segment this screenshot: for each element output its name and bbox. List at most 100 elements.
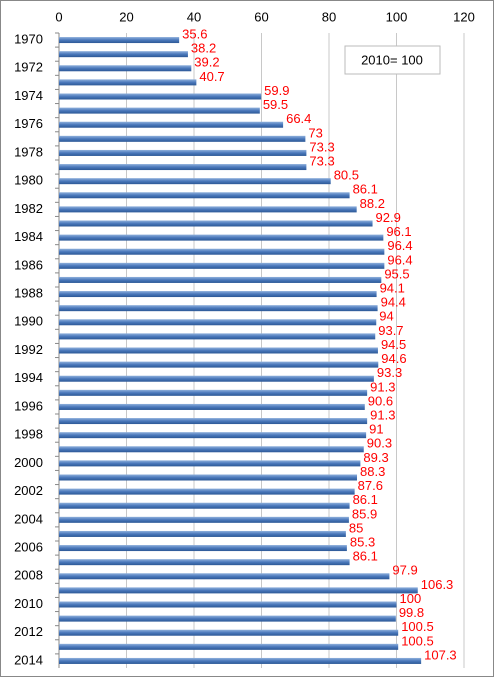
data-label: 35.6	[182, 26, 207, 41]
y-tick-label: 2000	[14, 455, 43, 470]
y-tick-label: 1994	[14, 370, 43, 385]
bar	[59, 657, 422, 664]
data-label: 86.1	[353, 492, 378, 507]
data-label: 107.3	[424, 647, 457, 662]
bar	[59, 121, 284, 128]
data-label: 40.7	[199, 69, 224, 84]
data-label: 90.3	[367, 436, 392, 451]
data-label: 100.5	[401, 633, 434, 648]
y-tick-label: 1972	[14, 60, 43, 75]
y-tick-label: 1992	[14, 342, 43, 357]
bar	[59, 192, 350, 199]
bar	[59, 474, 358, 481]
bar	[59, 530, 346, 537]
data-label: 86.1	[353, 182, 378, 197]
data-label: 91	[369, 422, 383, 437]
data-label: 94.5	[381, 337, 406, 352]
bar	[59, 432, 367, 439]
bar	[59, 545, 347, 552]
bar	[59, 446, 364, 453]
data-label: 59.5	[263, 97, 288, 112]
bar	[59, 319, 377, 326]
x-tick-label: 100	[386, 9, 408, 24]
bar	[59, 79, 197, 86]
bar	[59, 403, 365, 410]
bar	[59, 65, 192, 72]
data-label: 94.4	[381, 295, 406, 310]
bar	[59, 460, 361, 467]
data-label: 85	[349, 520, 363, 535]
y-tick-label: 2006	[14, 539, 43, 554]
data-label: 96.1	[386, 224, 411, 239]
bar	[59, 248, 385, 255]
y-tick-label: 1982	[14, 201, 43, 216]
x-tick-label: 40	[187, 9, 201, 24]
data-label: 96.4	[387, 238, 412, 253]
y-tick-label: 2010	[14, 596, 43, 611]
bar	[59, 629, 399, 636]
bar	[59, 418, 368, 425]
bar	[59, 389, 368, 396]
bar	[59, 559, 350, 566]
data-label: 87.6	[358, 478, 383, 493]
data-label: 94.1	[380, 280, 405, 295]
data-label: 93.7	[378, 323, 403, 338]
data-label: 80.5	[334, 168, 359, 183]
bar	[59, 587, 418, 594]
bar	[59, 276, 382, 283]
data-label: 86.1	[353, 549, 378, 564]
data-label: 94.6	[381, 351, 406, 366]
data-label: 96.4	[387, 252, 412, 267]
bar	[59, 333, 376, 340]
bar	[59, 178, 331, 185]
y-tick-label: 2008	[14, 568, 43, 583]
bar	[59, 516, 349, 523]
bar	[59, 107, 260, 114]
y-tick-label: 1984	[14, 229, 43, 244]
data-label: 73.3	[309, 139, 334, 154]
data-label: 90.6	[368, 393, 393, 408]
x-tick-label: 60	[254, 9, 268, 24]
data-label: 93.3	[377, 365, 402, 380]
bar	[59, 93, 262, 100]
bar	[59, 361, 379, 368]
x-tick-label: 20	[119, 9, 133, 24]
data-label: 100	[400, 591, 422, 606]
y-tick-label: 1990	[14, 314, 43, 329]
y-tick-label: 1980	[14, 173, 43, 188]
y-tick-label: 1996	[14, 398, 43, 413]
bar	[59, 220, 373, 227]
bar	[59, 573, 390, 580]
bar	[59, 234, 384, 241]
bar	[59, 601, 397, 608]
data-label: 106.3	[421, 577, 454, 592]
bar	[59, 135, 306, 142]
data-label: 94	[379, 309, 393, 324]
bar	[59, 206, 357, 213]
data-label: 88.3	[360, 464, 385, 479]
y-tick-label: 1976	[14, 116, 43, 131]
bar	[59, 51, 188, 58]
annotation: 2010= 100	[361, 52, 423, 67]
y-tick-label: 1988	[14, 285, 43, 300]
bar	[59, 347, 378, 354]
data-label: 91.3	[370, 407, 395, 422]
data-label: 73.3	[309, 153, 334, 168]
y-tick-label: 2014	[14, 652, 43, 667]
data-label: 85.9	[352, 506, 377, 521]
y-tick-label: 2004	[14, 511, 43, 526]
annotation-box	[344, 45, 441, 75]
bar	[59, 375, 374, 382]
y-tick-label: 1998	[14, 427, 43, 442]
bar	[59, 488, 355, 495]
y-tick-label: 1970	[14, 31, 43, 46]
bar	[59, 37, 180, 44]
data-label: 97.9	[392, 563, 417, 578]
bar	[59, 164, 307, 171]
bar	[59, 262, 385, 269]
data-label: 91.3	[370, 379, 395, 394]
data-label: 100.5	[401, 619, 434, 634]
x-tick-label: 120	[453, 9, 475, 24]
data-label: 66.4	[286, 111, 311, 126]
